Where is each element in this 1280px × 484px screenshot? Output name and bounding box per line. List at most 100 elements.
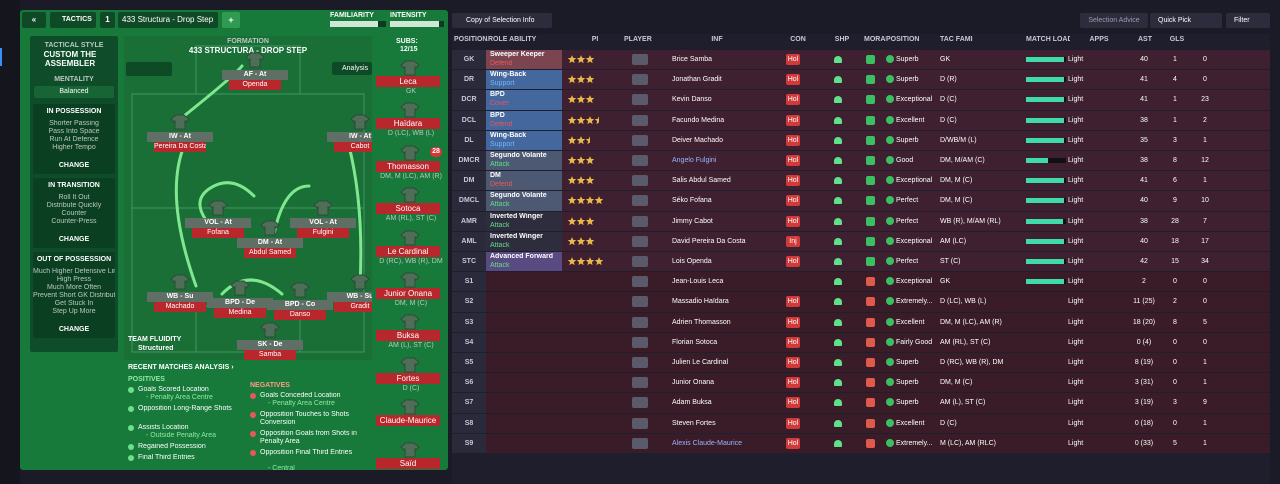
change-button[interactable]: CHANGE <box>58 162 90 169</box>
column-header[interactable]: GLS <box>1169 36 1185 43</box>
pi-icon[interactable] <box>632 134 648 146</box>
pi-icon[interactable] <box>632 235 648 247</box>
sub-name[interactable]: Haïdara <box>376 118 440 130</box>
column-header[interactable]: TAC FAMI <box>940 36 973 43</box>
pi-icon[interactable] <box>632 195 648 207</box>
player-name[interactable]: Séko Fofana <box>672 197 712 205</box>
player-name[interactable]: Fulgini <box>297 228 349 238</box>
analysis-button[interactable]: Analysis <box>332 62 372 75</box>
player-name[interactable]: Adam Buksa <box>672 399 712 407</box>
player-name[interactable]: Jonathan Gradit <box>672 76 722 84</box>
pi-icon[interactable] <box>632 437 648 449</box>
change-button[interactable]: CHANGE <box>58 236 90 243</box>
role-duty[interactable]: BPD Defend <box>486 110 562 130</box>
sub-name[interactable]: Le Cardinal <box>376 245 440 257</box>
player-name[interactable]: Jean-Louis Leca <box>672 278 724 286</box>
player-name[interactable]: Brice Samba <box>672 56 713 63</box>
pi-icon[interactable] <box>632 114 648 126</box>
quick-pick-button[interactable]: Quick Pick <box>1150 13 1222 28</box>
tactical-style[interactable]: CUSTOM THE ASSEMBLER <box>43 50 97 68</box>
sub-name[interactable]: Buksa <box>376 330 440 342</box>
player-role[interactable]: WB - Su <box>327 292 372 302</box>
player-role[interactable]: SK - De <box>237 340 303 350</box>
player-name[interactable]: Steven Fortes <box>672 419 716 427</box>
pi-icon[interactable] <box>632 397 648 409</box>
pi-icon[interactable] <box>632 256 648 267</box>
sub-name[interactable]: Saïd <box>376 457 440 469</box>
sub-name[interactable]: Junior Onana <box>376 288 440 299</box>
formation-name[interactable]: 433 STRUCTURA - DROP STEP <box>188 46 308 55</box>
column-header[interactable]: POSITION/ROLE/DUTY <box>454 36 488 43</box>
column-header[interactable]: PI <box>591 36 599 43</box>
player-name[interactable]: Samba <box>244 350 296 360</box>
column-header[interactable]: POSITION <box>886 36 920 43</box>
column-header[interactable]: MORALE <box>864 36 886 43</box>
player-name[interactable]: Deiver Machado <box>672 136 723 144</box>
role-duty[interactable]: Inverted Winger Attack <box>486 231 562 251</box>
tactic-name[interactable]: 433 Structura - Drop Step <box>118 12 218 28</box>
pi-icon[interactable] <box>632 155 648 166</box>
role-duty[interactable]: Sweeper Keeper Defend <box>486 50 562 70</box>
player-name[interactable]: Alexis Claude-Maurice <box>672 439 743 447</box>
player-name[interactable]: Facundo Medina <box>672 116 725 124</box>
player-name[interactable]: Salis Abdul Samed <box>672 177 731 185</box>
player-name[interactable]: Gradit <box>334 302 372 312</box>
sub-name[interactable]: Sotoca <box>376 203 440 215</box>
player-name[interactable]: Jimmy Cabot <box>672 217 713 225</box>
column-header[interactable]: MATCH LOAD <box>1026 36 1070 43</box>
mentality[interactable]: Balanced <box>34 86 114 98</box>
column-header[interactable]: INF <box>711 36 723 43</box>
pi-icon[interactable] <box>632 215 648 227</box>
column-header[interactable]: APPS <box>1089 36 1109 43</box>
copy-selection-dropdown[interactable]: Copy of Selection Info <box>452 13 552 28</box>
column-header[interactable]: SHP <box>834 36 850 43</box>
player-name[interactable]: Junior Onana <box>672 379 715 387</box>
pi-icon[interactable] <box>632 74 648 86</box>
player-role[interactable]: WB - Su <box>147 292 213 302</box>
player-role[interactable]: IW - At <box>147 132 213 142</box>
player-name[interactable]: Adrien Thomasson <box>672 318 731 326</box>
pi-icon[interactable] <box>632 296 648 308</box>
role-duty[interactable]: Wing-Back Support <box>486 70 562 90</box>
view-toggles[interactable] <box>126 62 172 76</box>
role-duty[interactable]: Inverted Winger Attack <box>486 211 562 231</box>
role-duty[interactable]: Segundo Volante Attack <box>486 151 562 171</box>
player-name[interactable]: Medina <box>214 308 266 318</box>
role-duty[interactable]: Wing-Back Support <box>486 130 562 150</box>
player-role[interactable]: BPD - Co <box>267 300 333 310</box>
player-name[interactable]: Cabot <box>334 142 372 152</box>
pi-icon[interactable] <box>632 94 648 106</box>
pi-icon[interactable] <box>632 316 648 328</box>
player-name[interactable]: Danso <box>274 310 326 320</box>
sub-name[interactable]: Thomasson <box>376 160 440 172</box>
pi-icon[interactable] <box>632 276 648 288</box>
player-name[interactable]: Massadio Haïdara <box>672 298 729 306</box>
back-button[interactable]: « <box>22 12 46 28</box>
player-role[interactable]: VOL - At <box>185 218 251 228</box>
player-name[interactable]: Openda <box>229 80 281 90</box>
analysis-title[interactable]: RECENT MATCHES ANALYSIS › <box>128 364 234 371</box>
sub-name[interactable]: Claude-Maurice <box>376 415 440 427</box>
pi-icon[interactable] <box>632 336 648 348</box>
column-header[interactable]: PLAYER <box>624 36 652 43</box>
pi-icon[interactable] <box>632 417 648 429</box>
pi-icon[interactable] <box>632 357 648 368</box>
player-role[interactable]: DM - At <box>237 238 303 248</box>
column-header[interactable]: CON <box>790 36 806 43</box>
player-name[interactable]: Pereira Da Costa <box>154 142 206 152</box>
player-name[interactable]: Fofana <box>192 228 244 238</box>
player-role[interactable]: IW - At <box>327 132 372 142</box>
role-duty[interactable]: BPD Cover <box>486 90 562 110</box>
role-duty[interactable]: DM Defend <box>486 171 562 191</box>
sub-name[interactable]: Leca <box>376 76 440 87</box>
selection-advice-button[interactable]: Selection Advice <box>1080 13 1148 28</box>
player-name[interactable]: Julien Le Cardinal <box>672 359 729 366</box>
player-name[interactable]: Abdul Samed <box>244 248 296 258</box>
player-name[interactable]: Florian Sotoca <box>672 338 718 346</box>
pi-icon[interactable] <box>632 54 648 65</box>
change-button[interactable]: CHANGE <box>58 326 90 333</box>
player-name[interactable]: David Pereira Da Costa <box>672 237 746 245</box>
player-name[interactable]: Kevin Danso <box>672 96 712 104</box>
role-duty[interactable]: Segundo Volante Attack <box>486 191 562 211</box>
pi-icon[interactable] <box>632 377 648 389</box>
